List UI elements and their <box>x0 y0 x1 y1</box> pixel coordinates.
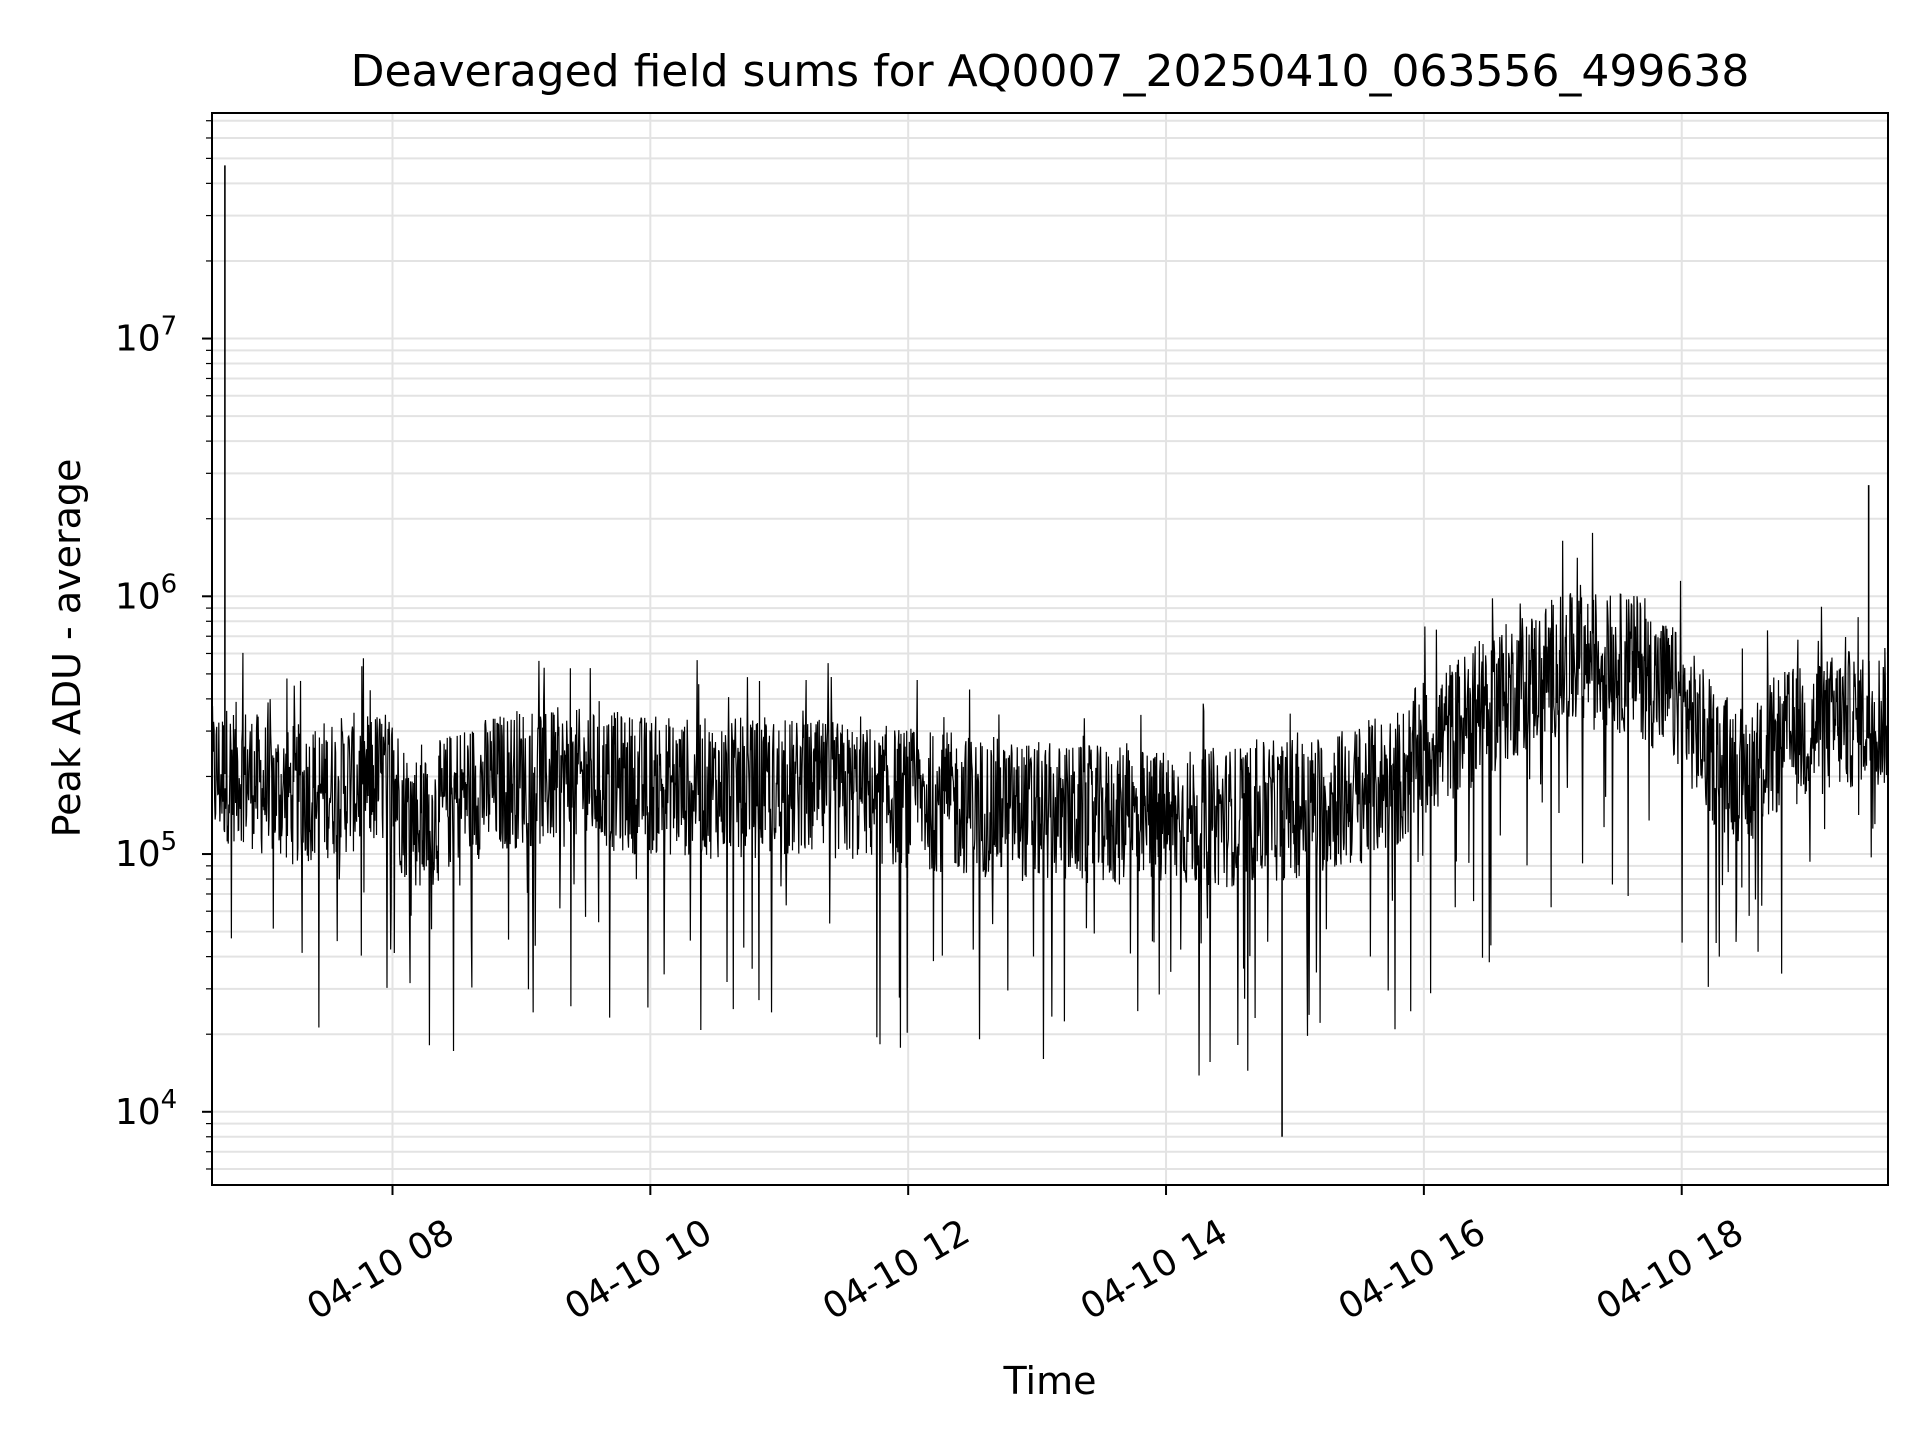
plot-area <box>211 165 1889 1137</box>
y-tick-label: 107 <box>115 312 177 360</box>
y-tick-label: 104 <box>115 1085 177 1133</box>
plot-frame <box>211 112 1889 1186</box>
y-tick-label: 106 <box>115 569 177 617</box>
x-axis-label: Time <box>1003 1359 1097 1403</box>
y-axis-label: Peak ADU - average <box>45 459 89 838</box>
y-tick-label: 105 <box>115 827 177 875</box>
chart-title: Deaveraged field sums for AQ0007_2025041… <box>351 46 1750 97</box>
series-line <box>211 532 1889 1076</box>
